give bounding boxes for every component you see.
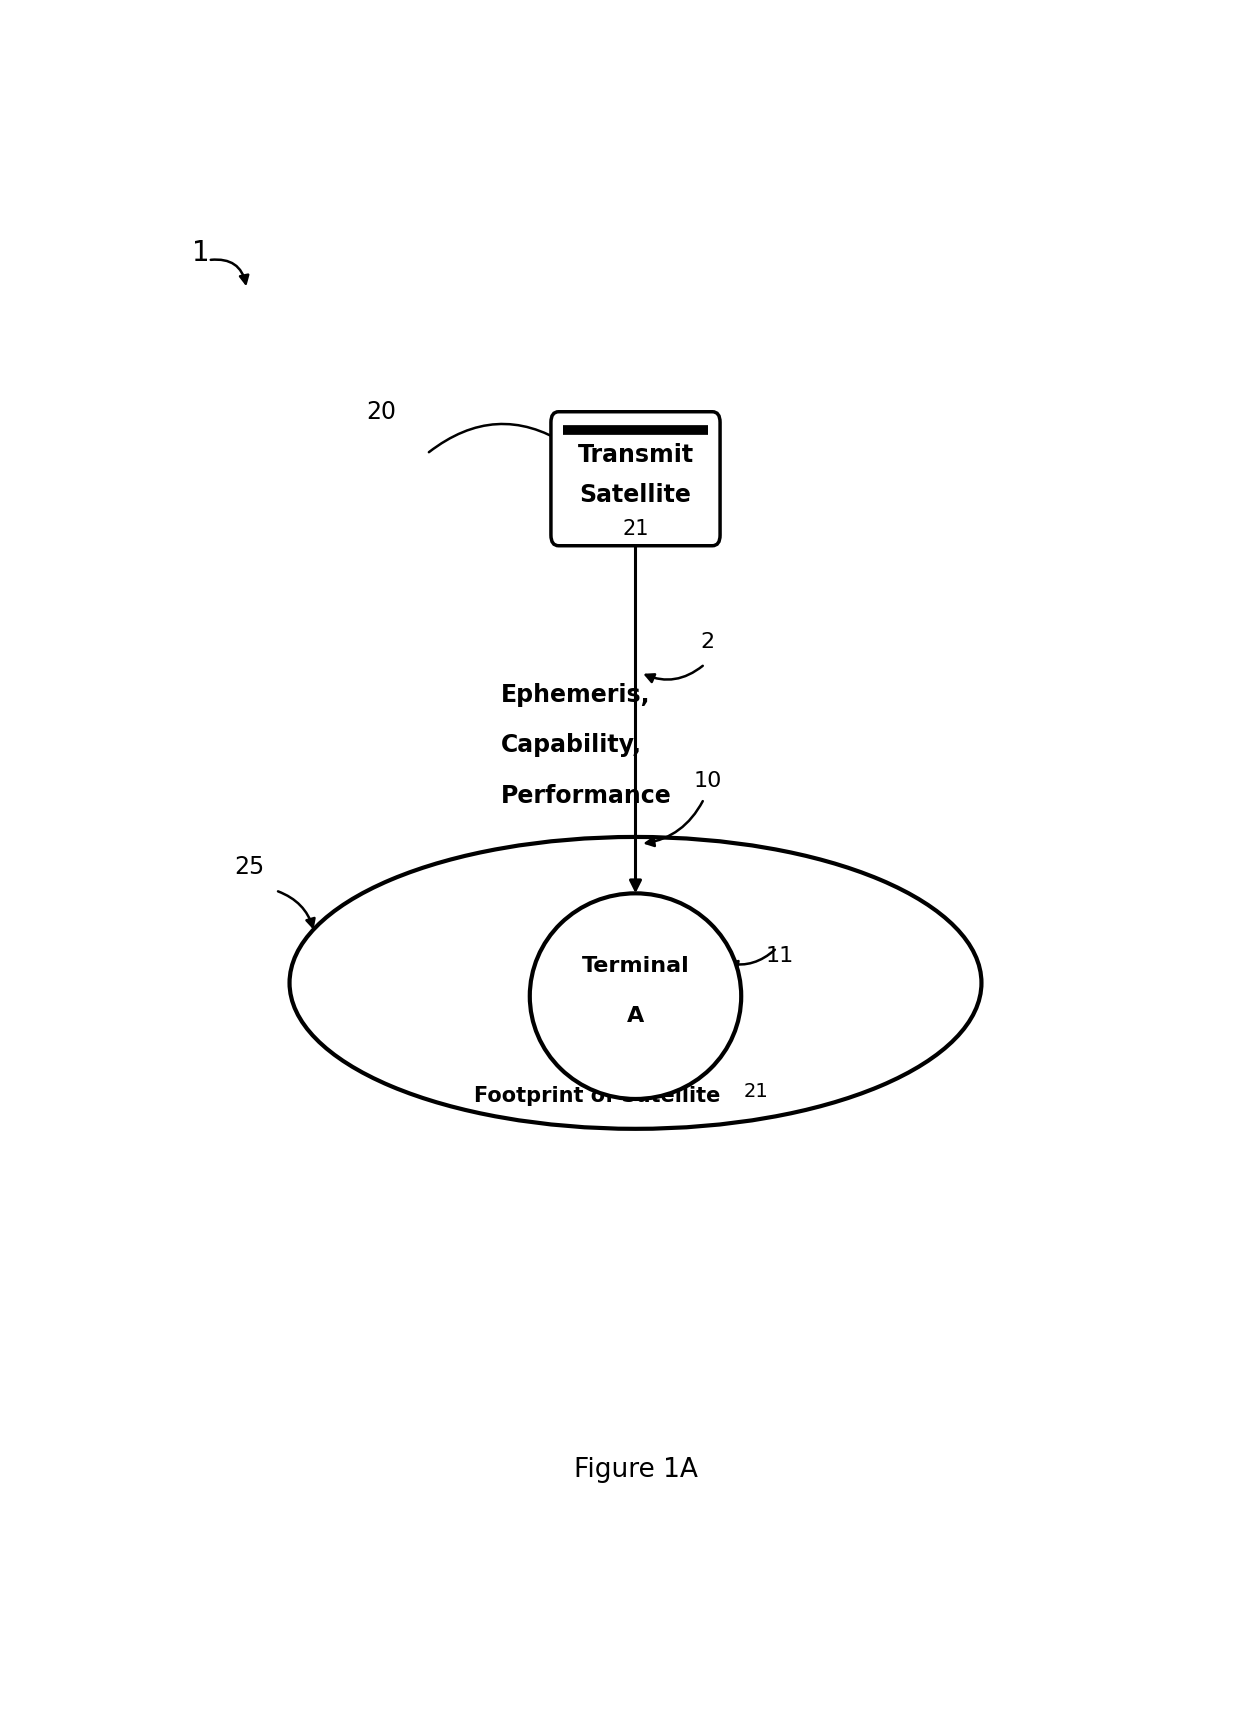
Text: Transmit: Transmit xyxy=(578,443,693,467)
FancyBboxPatch shape xyxy=(551,412,720,546)
Text: Figure 1A: Figure 1A xyxy=(574,1456,697,1484)
Text: 11: 11 xyxy=(765,946,794,967)
Text: 10: 10 xyxy=(693,772,722,791)
Text: Terminal: Terminal xyxy=(582,956,689,975)
Text: 2: 2 xyxy=(701,632,714,651)
Text: 21: 21 xyxy=(743,1082,768,1101)
Text: 20: 20 xyxy=(366,400,396,424)
Text: Performance: Performance xyxy=(501,784,672,808)
Text: 21: 21 xyxy=(622,519,649,539)
Ellipse shape xyxy=(529,893,742,1099)
Text: Satellite: Satellite xyxy=(579,482,692,507)
Text: A: A xyxy=(627,1006,644,1027)
Text: Ephemeris,: Ephemeris, xyxy=(501,682,651,706)
Text: Footprint of Satellite: Footprint of Satellite xyxy=(474,1085,720,1106)
Text: 1: 1 xyxy=(192,239,210,267)
Text: 25: 25 xyxy=(234,855,264,879)
Text: Capability,: Capability, xyxy=(501,734,642,758)
